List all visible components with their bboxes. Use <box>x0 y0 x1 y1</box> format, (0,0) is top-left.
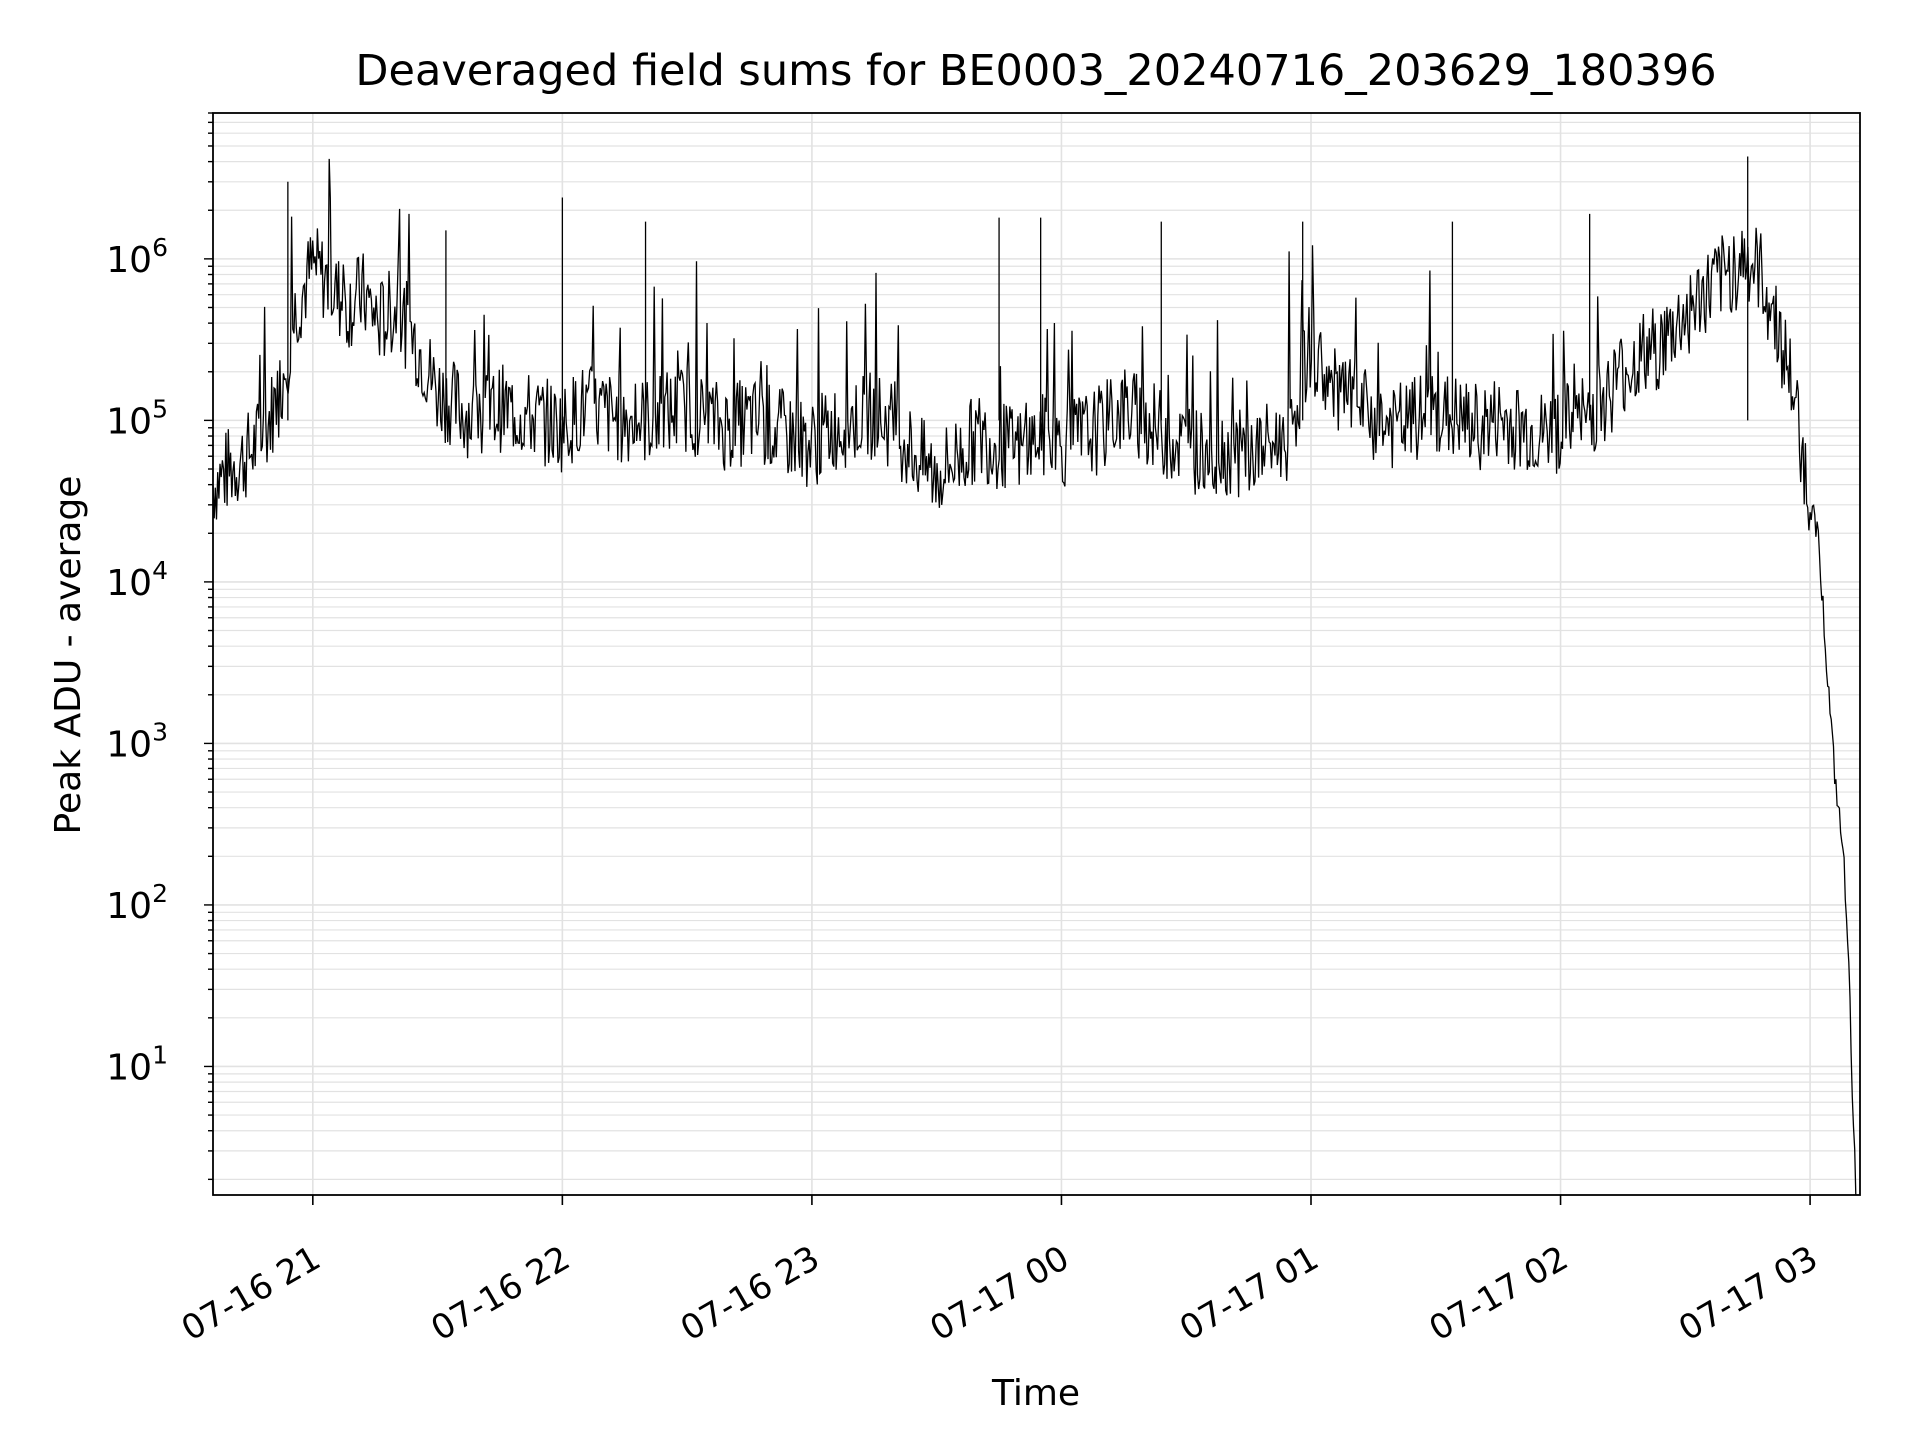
y-tick-label: 101 <box>106 1040 168 1088</box>
y-tick-label: 103 <box>106 717 168 765</box>
y-axis-label: Peak ADU - average <box>48 476 89 835</box>
series-layer <box>212 156 1857 1196</box>
y-tick-label: 104 <box>106 556 168 604</box>
plot-frame <box>212 112 1861 1196</box>
chart-title: Deaveraged field sums for BE0003_2024071… <box>355 46 1716 96</box>
y-tick-label: 106 <box>106 233 168 281</box>
y-tick-label: 105 <box>106 394 168 442</box>
y-tick-label: 102 <box>106 879 168 927</box>
grid <box>213 112 1860 1195</box>
series-line <box>212 158 1857 1196</box>
x-axis-label: Time <box>991 1373 1080 1414</box>
